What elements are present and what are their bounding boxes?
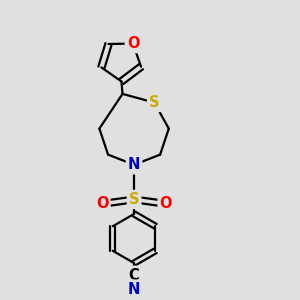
Text: O: O [160,196,172,211]
Text: O: O [96,196,109,211]
Text: C: C [129,268,140,283]
Text: O: O [127,36,139,51]
Text: N: N [128,282,140,297]
Text: S: S [129,192,139,207]
Text: S: S [149,95,160,110]
Text: N: N [128,157,140,172]
